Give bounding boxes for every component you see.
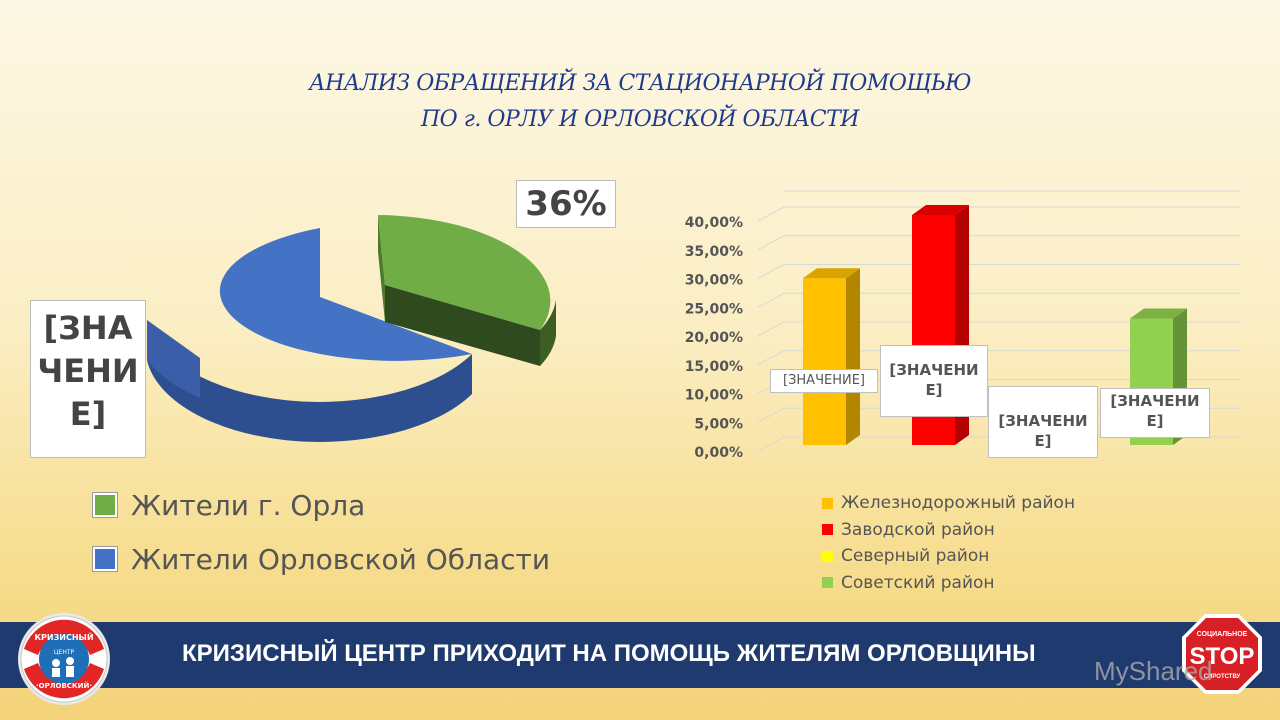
legend-swatch-yellow xyxy=(822,550,833,562)
pie-slice-blue xyxy=(219,228,472,361)
bar-top xyxy=(1130,308,1187,319)
bar-legend-label: Северный район xyxy=(841,546,990,567)
gridline xyxy=(757,206,1240,222)
bar-legend-item: Заводской район xyxy=(822,517,1075,544)
gridline xyxy=(757,264,1240,279)
page-title: АНАЛИЗ ОБРАЩЕНИЙ ЗА СТАЦИОНАРНОЙ ПОМОЩЬЮ… xyxy=(140,66,1140,138)
pie-legend-item: Жители Орловской Области xyxy=(93,532,550,586)
bar-data-label-4: [ЗНАЧЕНИЕ] xyxy=(1100,388,1210,438)
legend-swatch-green xyxy=(93,493,117,517)
pie-slice-green-face xyxy=(378,215,385,322)
gridline xyxy=(757,235,1240,251)
pie-slice-blue-edge xyxy=(147,320,200,398)
gridline xyxy=(757,350,1240,366)
y-tick-label: 0,00% xyxy=(694,445,743,461)
bar-data-label-text: [ЗНАЧЕНИЕ] xyxy=(783,373,865,388)
y-tick-label: 25,00% xyxy=(685,301,743,317)
pie-slice-blue-side xyxy=(147,320,472,442)
legend-swatch-light-green xyxy=(822,577,833,589)
bar-legend-label: Заводской район xyxy=(841,519,995,540)
bar-legend-label: Советский район xyxy=(841,572,995,593)
bar-top xyxy=(803,268,860,279)
bar-legend-item: Советский район xyxy=(822,570,1075,597)
bar-legend-item: Северный район xyxy=(822,543,1075,570)
pie-slice-green-side xyxy=(385,285,540,366)
bar-data-label-2: [ЗНАЧЕНИЕ] xyxy=(880,345,988,417)
pie-legend-item: Жители г. Орла xyxy=(93,478,550,532)
gridline xyxy=(757,321,1240,337)
bar-side xyxy=(846,268,860,445)
footer-banner xyxy=(0,622,1280,688)
bar-legend-label: Железнодорожный район xyxy=(841,493,1076,514)
stop-main-text: STOP xyxy=(1190,643,1255,670)
pie-label-green-text: 36% xyxy=(525,184,607,224)
banner-text: КРИЗИСНЫЙ ЦЕНТР ПРИХОДИТ НА ПОМОЩЬ ЖИТЕЛ… xyxy=(182,640,1036,667)
pie-legend-label: Жители г. Орла xyxy=(131,488,366,522)
bar-data-label-1: [ЗНАЧЕНИЕ] xyxy=(770,369,878,393)
y-tick-label: 5,00% xyxy=(694,416,743,432)
legend-swatch-blue xyxy=(93,547,117,571)
pie-label-blue: [ЗНАЧЕНИЕ] xyxy=(30,300,146,458)
logo-bottom-text: ·ОРЛОВСКИЙ· xyxy=(36,681,92,690)
pie-label-green: 36% xyxy=(516,180,616,228)
bar-top xyxy=(912,205,969,215)
title-line-2: ПО г. ОРЛУ И ОРЛОВСКОЙ ОБЛАСТИ xyxy=(421,107,859,132)
pie-legend-label: Жители Орловской Области xyxy=(131,542,551,576)
pie-slice-green-side-2 xyxy=(540,300,556,366)
bar-legend: Железнодорожный район Заводской район Се… xyxy=(822,490,1075,596)
crisis-center-logo: КРИЗИСНЫЙ ЦЕНТР ·ОРЛОВСКИЙ· xyxy=(18,613,110,705)
legend-swatch-red xyxy=(822,524,833,536)
stop-sign-icon: СОЦИАЛЬНОЕ STOP СИРОТСТВУ xyxy=(1182,614,1262,694)
watermark: MyShared xyxy=(1094,656,1213,686)
logo-top-text: КРИЗИСНЫЙ xyxy=(34,631,93,642)
title-line-1: АНАЛИЗ ОБРАЩЕНИЙ ЗА СТАЦИОНАРНОЙ ПОМОЩЬЮ xyxy=(308,71,972,96)
y-tick-label: 20,00% xyxy=(685,330,743,346)
bar xyxy=(803,268,860,445)
pie-label-blue-text: [ЗНАЧЕНИЕ] xyxy=(37,309,139,433)
bar-legend-item: Железнодорожный район xyxy=(822,490,1075,517)
bar-chart-y-axis: 0,00% 5,00% 10,00% 15,00% 20,00% 25,00% 30,00%… xyxy=(685,215,743,461)
bar-data-label-3: [ЗНАЧЕНИЕ] xyxy=(988,386,1098,458)
bar-data-label-text: [ЗНАЧЕНИЕ] xyxy=(889,361,979,399)
y-tick-label: 40,00% xyxy=(685,215,743,231)
bar-chart-grid xyxy=(757,190,1240,452)
legend-swatch-orange xyxy=(822,497,833,509)
pie-legend: Жители г. Орла Жители Орловской Области xyxy=(93,478,550,586)
y-tick-label: 30,00% xyxy=(685,273,743,289)
pie-slice-green xyxy=(378,215,551,330)
gridline xyxy=(757,292,1240,308)
y-tick-label: 15,00% xyxy=(685,359,743,375)
bar-data-label-text: [ЗНАЧЕНИЕ] xyxy=(1110,392,1200,430)
bar-data-label-text: [ЗНАЧЕНИЕ] xyxy=(998,412,1088,450)
y-tick-label: 35,00% xyxy=(685,244,743,260)
y-tick-label: 10,00% xyxy=(685,388,743,404)
stop-top-text: СОЦИАЛЬНОЕ xyxy=(1197,631,1248,638)
logo-middle-text: ЦЕНТР xyxy=(54,649,75,656)
pie-chart xyxy=(147,215,556,442)
bar-front xyxy=(803,278,846,445)
stop-bottom-text: СИРОТСТВУ xyxy=(1204,674,1241,680)
